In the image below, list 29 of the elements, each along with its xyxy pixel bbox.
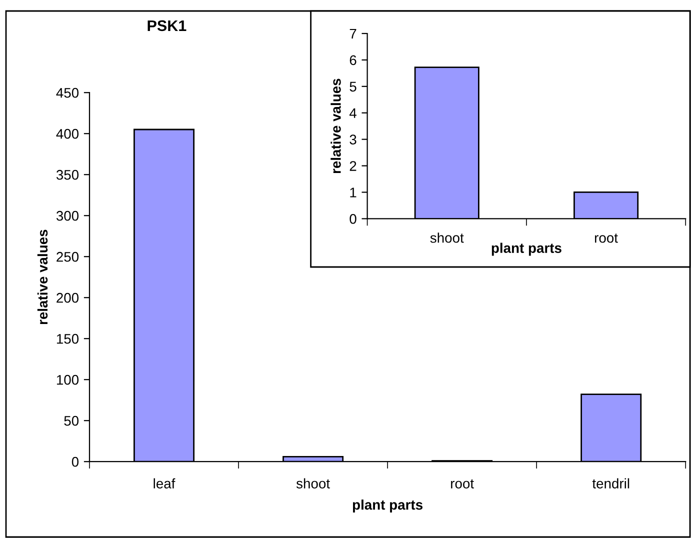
x-tick-label: shoot (296, 478, 330, 488)
y-tick-label: 300 (56, 210, 79, 221)
y-tick-label: 4 (349, 108, 356, 118)
y-tick-label: 2 (350, 161, 356, 171)
y-tick-label: 3 (350, 134, 356, 144)
y-tick-label: 50 (64, 416, 79, 426)
x-axis-title: plant parts (352, 500, 422, 512)
x-tick-label: tendril (592, 478, 630, 488)
y-tick-label: 200 (56, 292, 79, 303)
x-tick-label: leaf (154, 478, 176, 488)
y-tick-label: 6 (350, 55, 356, 66)
y-tick-label: 350 (56, 170, 79, 180)
y-tick-label: 400 (56, 128, 79, 139)
y-tick-label: 450 (56, 88, 79, 98)
y-tick-label: 0 (72, 456, 79, 467)
y-tick-label: 0 (350, 214, 356, 224)
y-tick-label: 5 (350, 82, 356, 92)
y-tick-label: 100 (56, 374, 79, 385)
x-tick-label: root (594, 234, 618, 243)
y-axis-title: relative values (37, 230, 48, 324)
y-axis-title: relative values (330, 78, 341, 174)
x-tick-label: shoot (430, 232, 464, 243)
y-tick-label: 7 (350, 28, 356, 39)
x-axis-title: plant parts (492, 242, 562, 256)
chart-title: PSK1 (148, 20, 186, 32)
x-tick-label: root (451, 479, 474, 488)
y-tick-label: 250 (56, 252, 79, 262)
y-tick-label: 1 (350, 188, 356, 198)
y-tick-label: 150 (56, 334, 79, 344)
